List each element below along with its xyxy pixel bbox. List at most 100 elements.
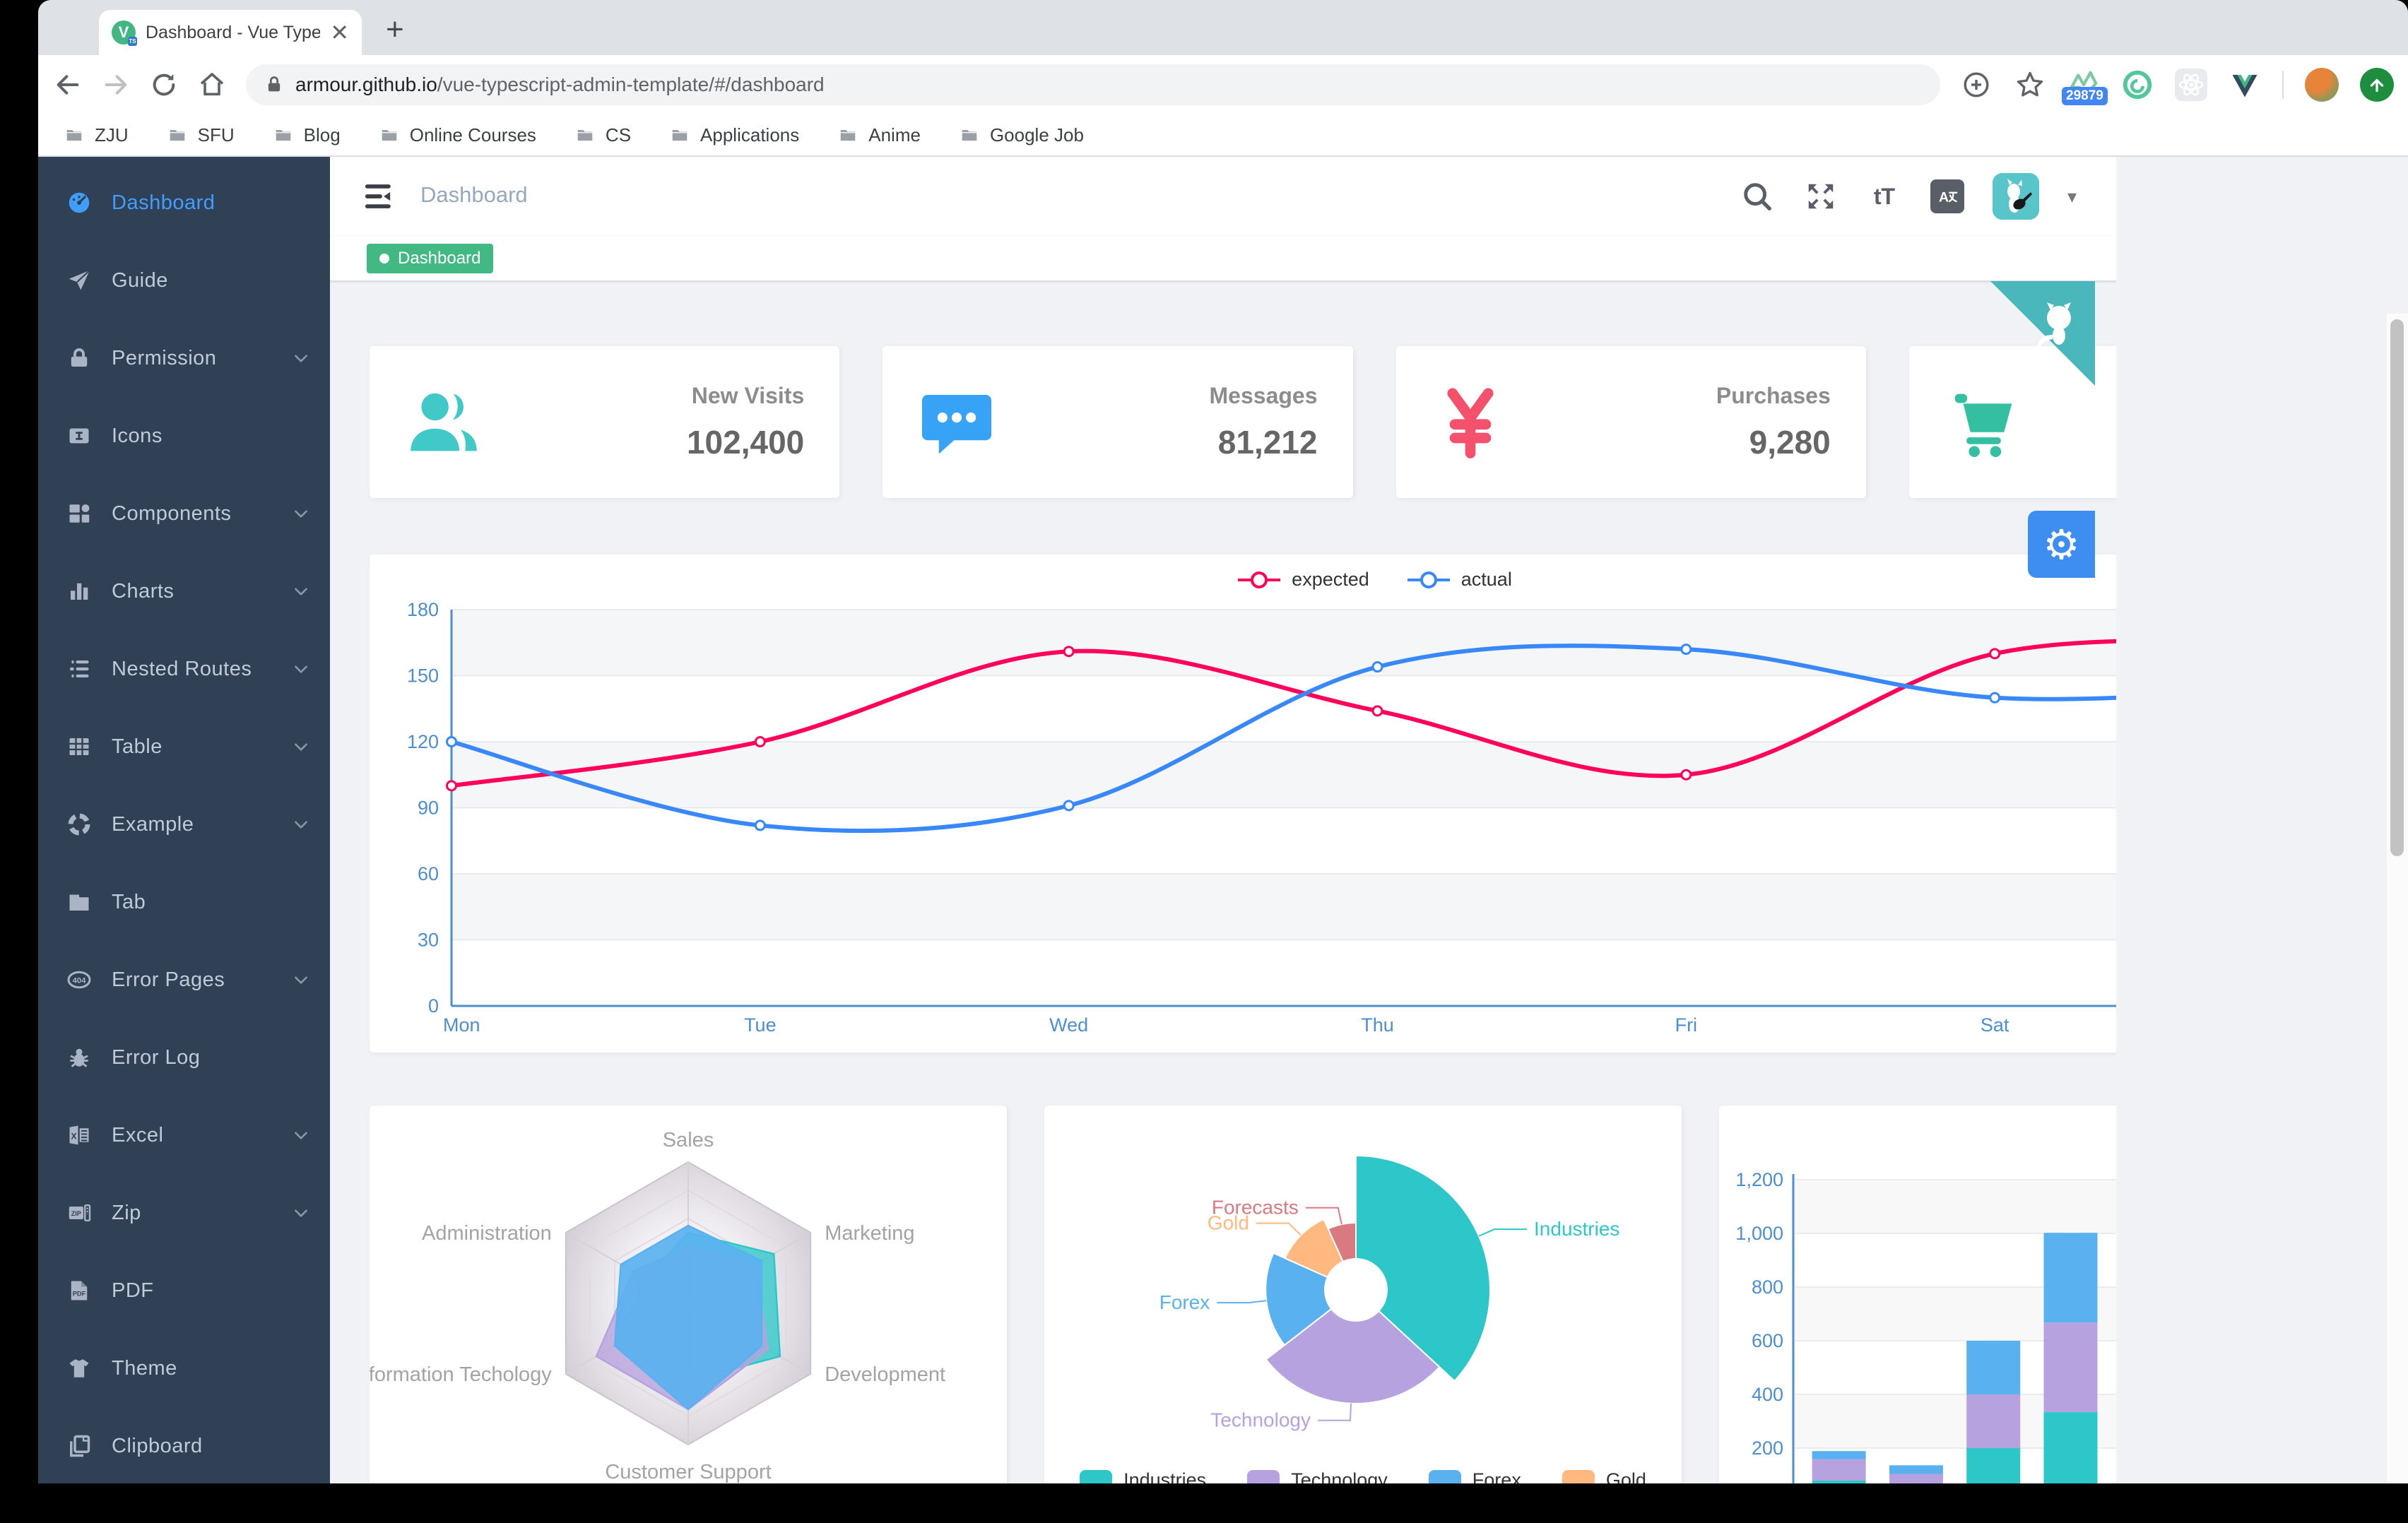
tab-close-icon[interactable]: ✕: [330, 20, 349, 45]
chevron-down-icon[interactable]: ▾: [2067, 185, 2077, 207]
svg-text:600: 600: [1752, 1330, 1783, 1351]
bar-chart-panel: 200 400 600 800 1,000 1,200: [1719, 1106, 2116, 1483]
sidebar-item-charts[interactable]: Charts: [38, 552, 330, 630]
line-chart: 0306090120150180MonTueWedThuFriSatSun: [370, 555, 2116, 1053]
extension-check-icon[interactable]: 29879: [2062, 69, 2108, 105]
line-chart-panel: expected actual 0 30 60 90 120 150 180 Mon Tue Wed…: [370, 555, 2116, 1053]
settings-gear-button[interactable]: ⚙: [2028, 511, 2095, 578]
forward-button[interactable]: [98, 66, 134, 103]
bug-icon: [70, 1048, 88, 1067]
sidebar-item-clipboard[interactable]: Clipboard: [38, 1407, 330, 1483]
page-scrollbar[interactable]: [2387, 314, 2408, 1483]
tag-dashboard[interactable]: Dashboard: [367, 244, 494, 273]
legend-chip: [1428, 1469, 1461, 1483]
sidebar-item-permission[interactable]: Permission: [38, 319, 330, 397]
bookmark-item[interactable]: Google Job: [959, 124, 1084, 146]
extension-react-icon[interactable]: [2175, 69, 2207, 101]
browser-profile-avatar[interactable]: [2305, 68, 2339, 102]
sidebar-item-icons[interactable]: Icons: [38, 397, 330, 475]
folder-icon: [577, 129, 593, 141]
sidebar-item-example[interactable]: Example: [38, 786, 330, 863]
browser-tab[interactable]: VTS Dashboard - Vue Typescript Ad ✕: [99, 10, 362, 55]
app-root: Dashboard Guide Permission Icons Components C…: [38, 157, 2408, 1483]
stat-cards-row: New Visits 102,400 Messages 81,212 Purchases…: [370, 346, 2116, 498]
pie-legend-item-technology[interactable]: Technology: [1247, 1469, 1388, 1483]
user-avatar[interactable]: [1992, 173, 2039, 220]
legend-item-actual[interactable]: actual: [1406, 569, 1512, 591]
sidebar-item-nested-routes[interactable]: Nested Routes: [38, 630, 330, 708]
bookmark-item[interactable]: ZJU: [64, 124, 129, 146]
sidebar-item-pdf[interactable]: PDF PDF: [38, 1252, 330, 1329]
url-bar[interactable]: armour.github.io/vue-typescript-admin-te…: [246, 64, 1940, 105]
sidebar-item-guide[interactable]: Guide: [38, 242, 330, 319]
pie-legend-item-industries[interactable]: Industries: [1080, 1469, 1206, 1483]
guide-icon: [69, 269, 90, 290]
stat-card-messages[interactable]: Messages 81,212: [883, 346, 1353, 498]
svg-text:Forex: Forex: [1159, 1291, 1210, 1313]
hamburger-icon[interactable]: [361, 178, 398, 215]
sidebar-item-theme[interactable]: Theme: [38, 1329, 330, 1407]
legend-label: actual: [1460, 569, 1512, 590]
new-tab-button[interactable]: +: [386, 12, 404, 47]
sidebar-item-error-pages[interactable]: 404 Error Pages: [38, 941, 330, 1019]
chart-icon: [71, 583, 88, 600]
legend-label: Gold: [1605, 1469, 1646, 1483]
home-button[interactable]: [194, 66, 230, 103]
sidebar-item-excel[interactable]: X Excel: [38, 1096, 330, 1174]
translate-icon[interactable]: A: [1930, 179, 1964, 213]
svg-text:Sat: Sat: [1981, 1014, 2009, 1036]
sidebar-item-label: Zip: [112, 1201, 141, 1224]
sidebar-item-table[interactable]: Table: [38, 708, 330, 786]
chevron-down-icon: [295, 665, 307, 673]
scrollbar-thumb[interactable]: [2390, 319, 2404, 856]
bookmark-item[interactable]: SFU: [167, 124, 235, 146]
navbar: Dashboard tT A: [330, 157, 2116, 236]
fullscreen-icon[interactable]: [1803, 179, 1839, 214]
zoom-page-icon[interactable]: [1960, 69, 1993, 101]
sidebar-item-zip[interactable]: ZIP Zip: [38, 1174, 330, 1252]
extension-circle-icon[interactable]: [2121, 69, 2154, 101]
gear-icon: ⚙: [2043, 521, 2080, 568]
bookmark-label: Google Job: [989, 124, 1084, 146]
sidebar-item-dashboard[interactable]: Dashboard: [38, 164, 330, 242]
legend-item-expected[interactable]: expected: [1237, 569, 1369, 591]
svg-text:1,000: 1,000: [1735, 1223, 1783, 1244]
sidebar-item-components[interactable]: Components: [38, 475, 330, 552]
folder-icon: [840, 129, 856, 141]
search-icon[interactable]: [1740, 179, 1775, 214]
tag-dot-icon: [379, 254, 389, 263]
extension-badge: 29879: [2062, 87, 2108, 105]
text-size-icon[interactable]: tT: [1873, 183, 1896, 209]
bookmark-label: SFU: [197, 124, 235, 146]
svg-text:800: 800: [1752, 1276, 1783, 1298]
reload-button[interactable]: [146, 66, 182, 103]
sidebar-item-label: Clipboard: [112, 1434, 203, 1457]
bookmark-label: Applications: [700, 124, 800, 146]
pie-legend-item-forex[interactable]: Forex: [1428, 1469, 1521, 1483]
bookmark-item[interactable]: Blog: [273, 124, 341, 146]
folder-icon: [382, 129, 397, 141]
bookmark-item[interactable]: Applications: [669, 124, 799, 146]
chevron-down-icon: [295, 821, 307, 829]
bookmark-item[interactable]: Online Courses: [379, 124, 536, 146]
browser-toolbar: armour.github.io/vue-typescript-admin-te…: [38, 55, 2408, 114]
bookmark-item[interactable]: CS: [574, 124, 631, 146]
browser-update-button[interactable]: [2360, 68, 2394, 102]
stat-card-purchases[interactable]: Purchases 9,280: [1395, 346, 1866, 498]
extension-vue-icon[interactable]: [2229, 69, 2261, 101]
back-button[interactable]: [49, 66, 86, 103]
sidebar-item-tab[interactable]: Tab: [38, 863, 330, 941]
bookmark-star-icon[interactable]: [2014, 69, 2046, 101]
example-icon: [68, 813, 90, 836]
github-corner[interactable]: [1990, 281, 2095, 386]
stat-card-new-visits[interactable]: New Visits 102,400: [370, 346, 840, 498]
pie-legend-item-gold[interactable]: Gold: [1562, 1469, 1646, 1483]
sidebar-item-label: Nested Routes: [112, 657, 252, 680]
legend-chip: [1247, 1469, 1280, 1483]
svg-text:180: 180: [407, 599, 439, 620]
sidebar-item-label: Tab: [112, 890, 146, 913]
svg-text:30: 30: [418, 930, 439, 951]
svg-text:404: 404: [73, 977, 87, 985]
bookmark-item[interactable]: Anime: [837, 124, 921, 146]
sidebar-item-error-log[interactable]: Error Log: [38, 1019, 330, 1096]
